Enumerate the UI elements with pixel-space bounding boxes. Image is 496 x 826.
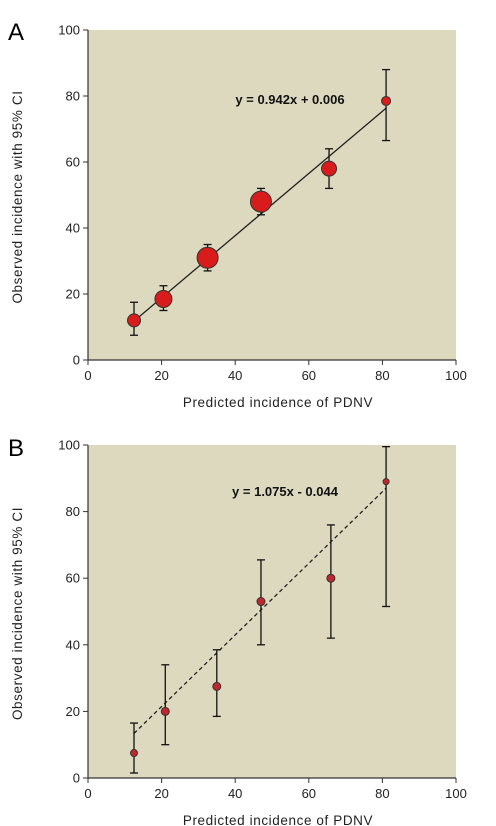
data-point xyxy=(160,706,170,716)
data-point xyxy=(154,289,173,308)
y-axis-title: Observed incidence with 95% CI xyxy=(10,90,25,303)
regression-equation: y = 1.075x - 0.044 xyxy=(232,484,339,499)
y-tick-label: 80 xyxy=(66,89,80,104)
x-tick-label: 80 xyxy=(375,368,389,383)
x-tick-label: 0 xyxy=(84,786,91,801)
y-tick-label: 20 xyxy=(66,704,80,719)
data-point xyxy=(382,478,390,486)
data-point xyxy=(321,160,338,177)
panel-letter: B xyxy=(8,435,24,462)
data-point xyxy=(326,573,336,583)
data-point xyxy=(130,749,138,758)
regression-equation: y = 0.942x + 0.006 xyxy=(235,92,344,107)
x-tick-label: 60 xyxy=(302,786,316,801)
panel-b: B 0 20 40 60 80 100 0 20 40 60 80 100 Predicted incid… xyxy=(8,435,467,826)
y-tick-label: 60 xyxy=(66,571,80,586)
data-point xyxy=(127,313,141,328)
y-tick-label: 100 xyxy=(58,23,80,38)
y-tick-label: 80 xyxy=(66,504,80,519)
x-axis-title: Predicted incidence of PDNV xyxy=(183,813,373,826)
plot-area xyxy=(88,445,456,778)
y-tick-label: 40 xyxy=(66,221,80,236)
regression-line xyxy=(133,487,387,734)
y-axis-title: Observed incidence with 95% CI xyxy=(10,507,25,720)
y-tick-label: 40 xyxy=(66,637,80,652)
x-tick-label: 40 xyxy=(228,368,242,383)
data-point xyxy=(381,95,392,106)
y-tick-label: 0 xyxy=(73,771,80,786)
y-tick-label: 0 xyxy=(73,353,80,368)
x-tick-label: 100 xyxy=(445,368,467,383)
data-point xyxy=(196,246,219,269)
data-point xyxy=(256,597,266,607)
y-tick-label: 20 xyxy=(66,287,80,302)
y-tick-label: 100 xyxy=(58,438,80,453)
x-tick-label: 100 xyxy=(445,786,467,801)
data-point xyxy=(249,190,272,213)
x-tick-label: 20 xyxy=(154,786,168,801)
y-tick-label: 60 xyxy=(66,155,80,170)
panel-letter: A xyxy=(8,19,24,46)
x-tick-label: 80 xyxy=(375,786,389,801)
x-tick-label: 0 xyxy=(84,368,91,383)
panel-a: A 0 20 40 60 80 100 0 20 40 60 80 100 Predicted incid… xyxy=(8,19,467,410)
plot-area xyxy=(88,30,456,360)
x-tick-label: 40 xyxy=(228,786,242,801)
x-tick-label: 60 xyxy=(302,368,316,383)
x-axis-title: Predicted incidence of PDNV xyxy=(183,395,373,410)
x-tick-label: 20 xyxy=(154,368,168,383)
data-point xyxy=(212,681,222,691)
